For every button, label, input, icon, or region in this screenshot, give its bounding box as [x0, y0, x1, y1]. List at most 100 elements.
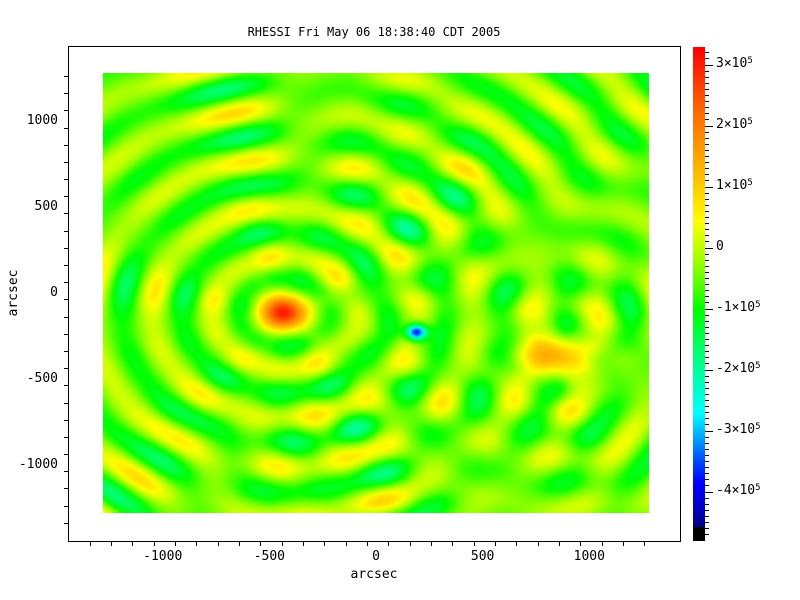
x-axis-label: arcsec — [350, 567, 398, 582]
colorbar-minor-tick — [705, 424, 709, 426]
colorbar-minor-tick — [705, 149, 709, 151]
colorbar-minor-tick — [705, 235, 709, 237]
y-minor-tick — [64, 333, 68, 335]
y-minor-tick — [64, 350, 68, 352]
colorbar-minor-tick — [705, 509, 709, 511]
y-minor-tick — [64, 299, 68, 301]
x-minor-tick — [89, 542, 91, 546]
colorbar-minor-tick — [705, 326, 709, 328]
x-minor-tick — [537, 542, 539, 546]
x-minor-tick — [516, 542, 518, 546]
y-minor-tick — [64, 419, 68, 421]
y-minor-tick — [64, 488, 68, 490]
x-minor-tick — [580, 542, 582, 546]
colorbar-minor-tick — [705, 113, 709, 115]
colorbar-minor-tick — [705, 515, 709, 517]
colorbar-minor-tick — [705, 95, 709, 96]
colorbar-label-base: -4×10 — [716, 483, 756, 498]
colorbar-major-tick — [705, 125, 713, 127]
colorbar-minor-tick — [705, 387, 709, 389]
backprojection-heatmap — [103, 73, 649, 513]
colorbar-minor-tick — [705, 284, 709, 286]
colorbar-minor-tick — [705, 418, 709, 420]
x-tick-label: -500 — [253, 549, 286, 564]
colorbar-minor-tick — [705, 473, 709, 475]
colorbar-minor-tick — [705, 357, 709, 359]
colorbar-minor-tick — [705, 351, 709, 353]
colorbar-minor-tick — [705, 332, 709, 334]
colorbar-tick-label: 1×105 — [716, 178, 753, 193]
colorbar-minor-tick — [705, 528, 709, 530]
colorbar-label-exponent: 5 — [755, 361, 761, 371]
colorbar-minor-tick — [705, 278, 709, 279]
y-minor-tick — [64, 196, 68, 198]
y-minor-tick — [64, 316, 68, 318]
colorbar-minor-tick — [705, 82, 709, 84]
colorbar-label-exponent: 5 — [747, 56, 753, 66]
y-minor-tick — [64, 385, 68, 387]
colorbar-tick-label: -4×105 — [716, 483, 761, 498]
y-minor-tick — [64, 522, 68, 524]
x-minor-tick — [281, 542, 283, 546]
x-minor-tick — [558, 542, 560, 546]
colorbar-minor-tick — [705, 131, 709, 133]
colorbar-minor-tick — [705, 381, 709, 383]
colorbar-minor-tick — [705, 143, 709, 145]
colorbar-minor-tick — [705, 375, 709, 377]
y-minor-tick — [64, 127, 68, 129]
colorbar-minor-tick — [705, 217, 709, 218]
y-minor-tick — [64, 213, 68, 215]
y-minor-tick — [64, 179, 68, 181]
colorbar-minor-tick — [705, 296, 709, 298]
colorbar-major-tick — [705, 64, 713, 66]
colorbar-minor-tick — [705, 363, 709, 365]
colorbar-minor-tick — [705, 52, 709, 54]
colorbar-minor-tick — [705, 101, 709, 103]
plot-frame — [68, 46, 681, 542]
colorbar-label-exponent: 5 — [755, 483, 761, 493]
y-minor-tick — [64, 454, 68, 456]
x-minor-tick — [196, 542, 198, 546]
colorbar-label-base: -1×10 — [716, 300, 756, 315]
colorbar-minor-tick — [705, 88, 709, 90]
x-tick-label: 0 — [372, 549, 380, 564]
colorbar-minor-tick — [705, 503, 709, 505]
colorbar-minor-tick — [705, 314, 709, 316]
y-axis-label: arcsec — [6, 269, 21, 317]
y-minor-tick — [64, 93, 68, 95]
y-minor-tick — [64, 247, 68, 249]
y-minor-tick — [64, 471, 68, 473]
colorbar-tick-label: -1×105 — [716, 300, 761, 315]
colorbar-tick-label: -2×105 — [716, 361, 761, 376]
colorbar-label-exponent: 5 — [755, 300, 761, 310]
x-minor-tick — [409, 542, 411, 546]
x-minor-tick — [452, 542, 454, 546]
plot-title: RHESSI Fri May 06 18:38:40 CDT 2005 — [247, 25, 501, 39]
x-tick-label: 1000 — [573, 549, 605, 564]
colorbar-minor-tick — [705, 204, 709, 206]
colorbar-minor-tick — [705, 436, 709, 438]
colorbar-minor-tick — [705, 174, 709, 176]
colorbar-minor-tick — [705, 210, 709, 212]
colorbar-minor-tick — [705, 119, 709, 121]
colorbar-minor-tick — [705, 497, 709, 499]
colorbar-minor-tick — [705, 137, 709, 139]
x-minor-tick — [239, 542, 240, 546]
colorbar-tick-label: -3×105 — [716, 422, 761, 437]
x-minor-tick — [473, 542, 475, 546]
y-minor-tick — [64, 161, 68, 163]
y-minor-tick — [64, 75, 68, 77]
y-minor-tick — [64, 110, 68, 112]
x-minor-tick — [324, 542, 326, 546]
colorbar-label-base: 2×10 — [716, 117, 748, 132]
colorbar-minor-tick — [705, 320, 709, 322]
colorbar-label-exponent: 5 — [755, 422, 761, 432]
colorbar-minor-tick — [705, 345, 709, 347]
colorbar-minor-tick — [705, 534, 709, 536]
y-minor-tick — [64, 368, 68, 370]
colorbar-minor-tick — [705, 156, 709, 157]
x-minor-tick — [217, 542, 219, 546]
colorbar-tick-label: 0 — [716, 239, 724, 254]
y-tick-label: -500 — [26, 370, 58, 386]
